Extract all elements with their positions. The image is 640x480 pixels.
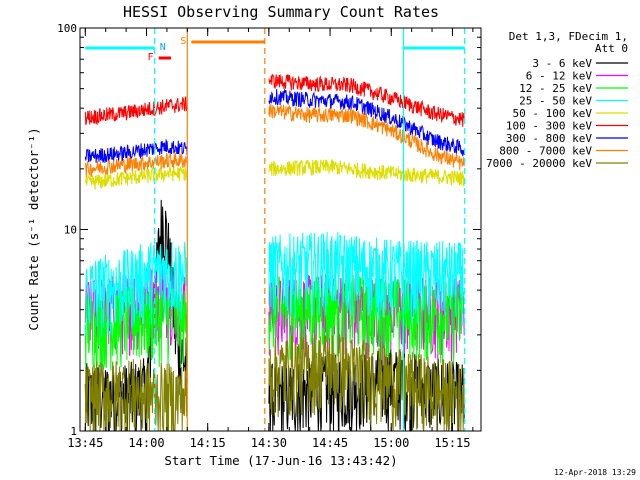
x-axis-label: Start Time (17-Jun-16 13:43:42) [164, 453, 397, 468]
series-line-7 [84, 88, 465, 163]
y-axis-label: Count Rate (s⁻¹ detector⁻¹) [26, 127, 41, 330]
series-line-6 [84, 73, 465, 127]
legend-label-6: 100 - 300 keV [506, 120, 592, 133]
x-tick-label: 14:45 [312, 436, 348, 450]
axes: 13:45 14:00 14:15 14:30 14:45 15:00 15:15 1 10 10… [57, 22, 481, 450]
footer-timestamp: 12-Apr-2018 13:29 [554, 468, 636, 477]
series-line-4 [84, 231, 465, 337]
y-tick-label: 100 [57, 22, 77, 35]
legend-header-line2: Att 0 [595, 42, 628, 55]
y-tick-label: 1 [70, 425, 77, 438]
y-tick-label: 10 [64, 224, 77, 237]
x-tick-label: 14:15 [190, 436, 226, 450]
legend-label-2: 6 - 12 keV [526, 70, 593, 83]
legend-label-1: 3 - 6 keV [532, 57, 592, 70]
flag-label-s: S [180, 36, 186, 47]
legend-label-7: 300 - 800 keV [506, 132, 592, 145]
x-tick-label: 13:45 [67, 436, 103, 450]
legend-label-3: 12 - 25 keV [519, 82, 592, 95]
x-tick-label: 14:30 [251, 436, 287, 450]
x-tick-label: 15:15 [434, 436, 470, 450]
x-tick-label: 14:00 [128, 436, 164, 450]
chart-title: HESSI Observing Summary Count Rates [123, 3, 439, 21]
legend-label-8: 800 - 7000 keV [499, 145, 592, 158]
legend-label-9: 7000 - 20000 keV [486, 157, 592, 170]
legend-label-5: 50 - 100 keV [513, 107, 593, 120]
x-tick-label: 15:00 [373, 436, 409, 450]
series-line-5 [84, 159, 465, 190]
series-line-8 [84, 103, 465, 178]
flag-label-n: N [160, 42, 166, 53]
legend-header-line1: Det 1,3, FDecim 1, [509, 30, 628, 43]
legend-label-4: 25 - 50 keV [519, 95, 592, 108]
plot-area: FN S [84, 28, 466, 433]
series-line-9 [84, 333, 465, 432]
flag-label-f: F [148, 52, 154, 63]
